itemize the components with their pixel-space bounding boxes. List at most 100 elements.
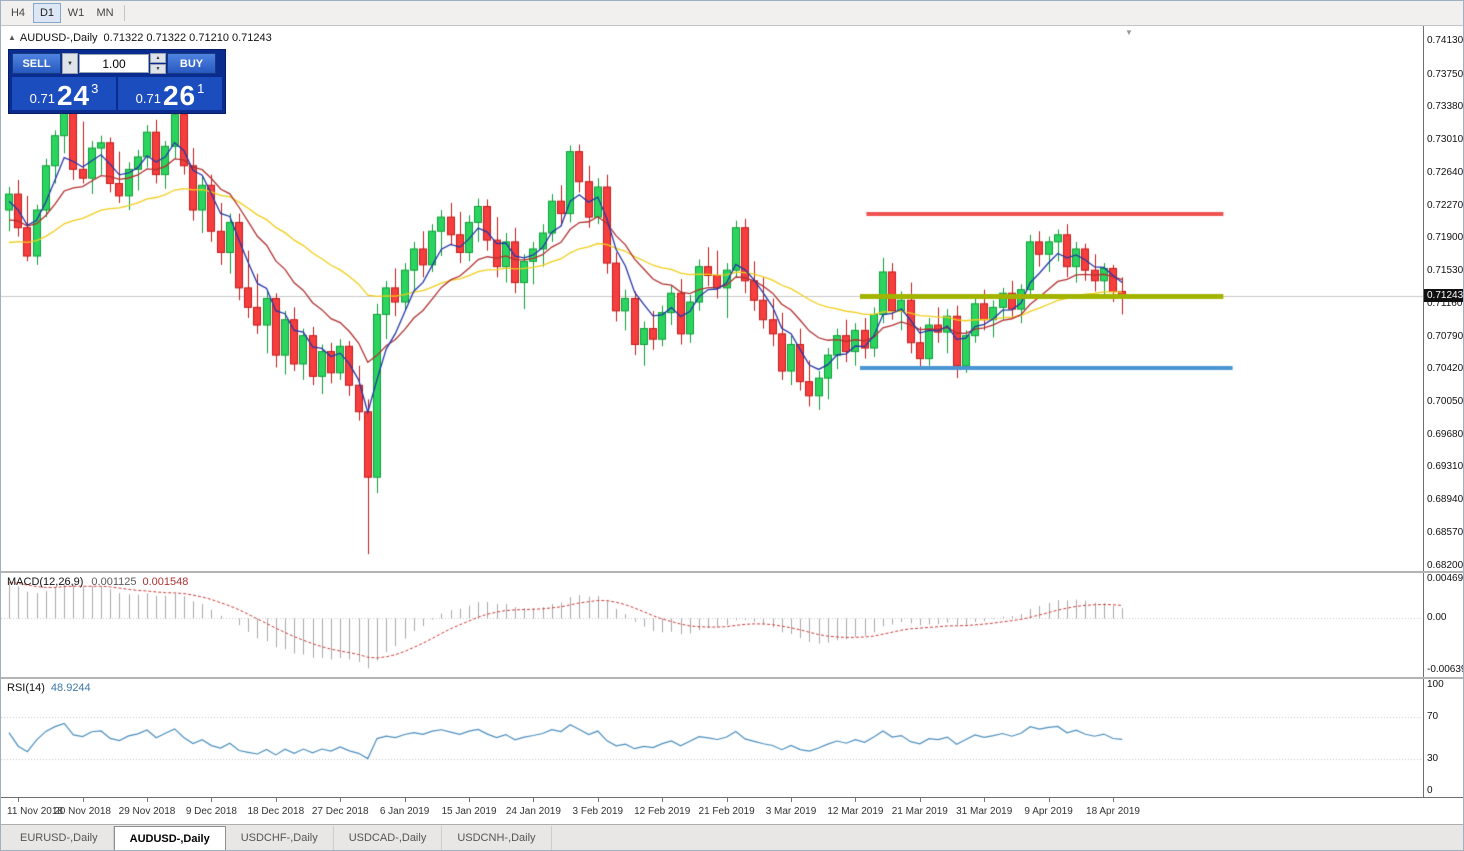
main-chart-canvas[interactable] — [1, 26, 1423, 571]
time-label: 6 Jan 2019 — [379, 806, 430, 817]
chart-symbol-label: AUDUSD-,Daily — [19, 32, 98, 44]
price-tick: 0.70790 — [1427, 330, 1464, 342]
tab-usdcad-daily[interactable]: USDCAD-,Daily — [334, 826, 443, 850]
tab-usdchf-daily[interactable]: USDCHF-,Daily — [226, 826, 334, 850]
time-axis[interactable]: 11 Nov 2018 20 Nov 2018 29 Nov 2018 9 Dec 2… — [1, 797, 1463, 824]
pane-splitter-macd[interactable] — [1, 571, 1463, 573]
sell-price-prefix: 0.71 — [29, 91, 55, 106]
time-label: 12 Mar 2019 — [827, 806, 884, 817]
timeframe-mn[interactable]: MN — [91, 3, 119, 23]
time-label: 9 Apr 2019 — [1024, 806, 1073, 817]
macd-tick: 0.00 — [1427, 611, 1447, 623]
time-tick — [405, 798, 406, 802]
price-tick: 0.68200 — [1427, 559, 1464, 571]
time-label: 27 Dec 2018 — [311, 806, 369, 817]
pane-splitter-rsi[interactable] — [1, 677, 1463, 679]
time-label: 31 Mar 2019 — [956, 806, 1013, 817]
tab-audusd-daily[interactable]: AUDUSD-,Daily — [113, 826, 226, 850]
time-tick — [984, 798, 985, 802]
current-price-badge: 0.71243 — [1424, 289, 1463, 303]
macd-scale[interactable]: 0.004694 0.00 -0.00639 — [1423, 572, 1464, 677]
macd-name: MACD(12,26,9) — [7, 576, 84, 588]
timeframe-w1[interactable]: W1 — [62, 3, 90, 23]
time-label: 18 Dec 2018 — [247, 806, 305, 817]
price-scale[interactable]: 0.71243 0.74130 0.73750 0.73380 0.73010 0.72… — [1423, 26, 1464, 571]
price-tick: 0.69310 — [1427, 461, 1464, 473]
rsi-tick: 70 — [1427, 710, 1439, 722]
one-click-collapse-icon[interactable]: ▲ — [8, 33, 16, 42]
volume-increase-button[interactable]: ▲ — [150, 53, 166, 63]
volume-spinner: ▲ ▼ — [150, 53, 166, 74]
time-tick — [662, 798, 663, 802]
chart-shift-marker-icon[interactable]: ▼ — [1125, 28, 1133, 37]
macd-value: 0.001125 — [91, 576, 137, 588]
timeframe-h4[interactable]: H4 — [4, 3, 32, 23]
buy-price-display[interactable]: 0.71 26 1 — [118, 77, 222, 110]
rsi-tick: 0 — [1427, 785, 1433, 796]
macd-signal-value: 0.001548 — [142, 576, 189, 588]
price-tick: 0.72270 — [1427, 199, 1464, 211]
trade-prices-row: 0.71 24 3 0.71 26 1 — [12, 77, 222, 110]
volume-input[interactable] — [79, 54, 149, 73]
time-tick — [727, 798, 728, 802]
sell-price-display[interactable]: 0.71 24 3 — [12, 77, 116, 110]
buy-price-prefix: 0.71 — [135, 91, 161, 106]
trade-controls-row: SELL ▼ ▲ ▼ BUY — [12, 53, 222, 74]
timeframe-d1[interactable]: D1 — [33, 3, 61, 23]
time-tick — [469, 798, 470, 802]
rsi-canvas[interactable] — [1, 679, 1423, 797]
rsi-tick: 30 — [1427, 753, 1439, 765]
price-tick: 0.73010 — [1427, 134, 1464, 146]
macd-canvas[interactable] — [1, 573, 1423, 677]
symbol-tab-bar: EURUSD-,Daily AUDUSD-,Daily USDCHF-,Daily U… — [1, 824, 1463, 850]
price-tick: 0.73750 — [1427, 68, 1464, 80]
time-label: 21 Feb 2019 — [698, 806, 755, 817]
volume-dropdown-icon[interactable]: ▼ — [62, 53, 78, 74]
tab-eurusd-daily[interactable]: EURUSD-,Daily — [5, 826, 114, 850]
time-tick — [211, 798, 212, 802]
chart-title: ▲ AUDUSD-,Daily 0.71322 0.71322 0.71210 0.… — [8, 32, 272, 44]
time-tick — [340, 798, 341, 802]
price-tick: 0.68570 — [1427, 526, 1464, 538]
tab-usdcnh-daily[interactable]: USDCNH-,Daily — [442, 826, 552, 850]
time-tick — [83, 798, 84, 802]
price-tick: 0.69680 — [1427, 428, 1464, 440]
time-label: 15 Jan 2019 — [441, 806, 497, 817]
timeframe-group: H4 D1 W1 MN — [4, 3, 120, 23]
volume-decrease-button[interactable]: ▼ — [150, 64, 166, 74]
toolbar-divider — [124, 5, 125, 21]
toolbar: H4 D1 W1 MN — [1, 1, 1463, 26]
time-tick — [920, 798, 921, 802]
buy-button[interactable]: BUY — [167, 53, 216, 74]
price-tick: 0.70420 — [1427, 363, 1464, 375]
rsi-value: 48.9244 — [50, 682, 91, 694]
time-label: 9 Dec 2018 — [185, 806, 237, 817]
time-tick — [1049, 798, 1050, 802]
time-tick — [855, 798, 856, 802]
price-tick: 0.71530 — [1427, 265, 1464, 277]
time-tick — [147, 798, 148, 802]
time-tick — [598, 798, 599, 802]
time-tick — [276, 798, 277, 802]
time-label: 24 Jan 2019 — [505, 806, 561, 817]
time-tick — [533, 798, 534, 802]
buy-price-main: 26 — [162, 80, 197, 111]
sell-button[interactable]: SELL — [12, 53, 61, 74]
price-tick: 0.73380 — [1427, 101, 1464, 113]
time-tick — [1113, 798, 1114, 802]
chart-ohlc-values: 0.71322 0.71322 0.71210 0.71243 — [103, 32, 272, 44]
time-label: 20 Nov 2018 — [54, 806, 111, 817]
time-tick — [791, 798, 792, 802]
price-tick: 0.68940 — [1427, 494, 1464, 506]
macd-tick: 0.004694 — [1427, 572, 1464, 584]
time-label: 29 Nov 2018 — [118, 806, 176, 817]
macd-label: MACD(12,26,9) 0.001125 0.001548 — [7, 576, 188, 588]
price-tick: 0.72640 — [1427, 166, 1464, 178]
main-chart-pane: ▲ AUDUSD-,Daily 0.71322 0.71322 0.71210 0.… — [1, 26, 1423, 571]
time-label: 3 Feb 2019 — [572, 806, 624, 817]
time-label: 3 Mar 2019 — [765, 806, 817, 817]
sell-price-main: 24 — [56, 80, 91, 111]
rsi-scale[interactable]: 100 70 30 0 — [1423, 679, 1463, 797]
